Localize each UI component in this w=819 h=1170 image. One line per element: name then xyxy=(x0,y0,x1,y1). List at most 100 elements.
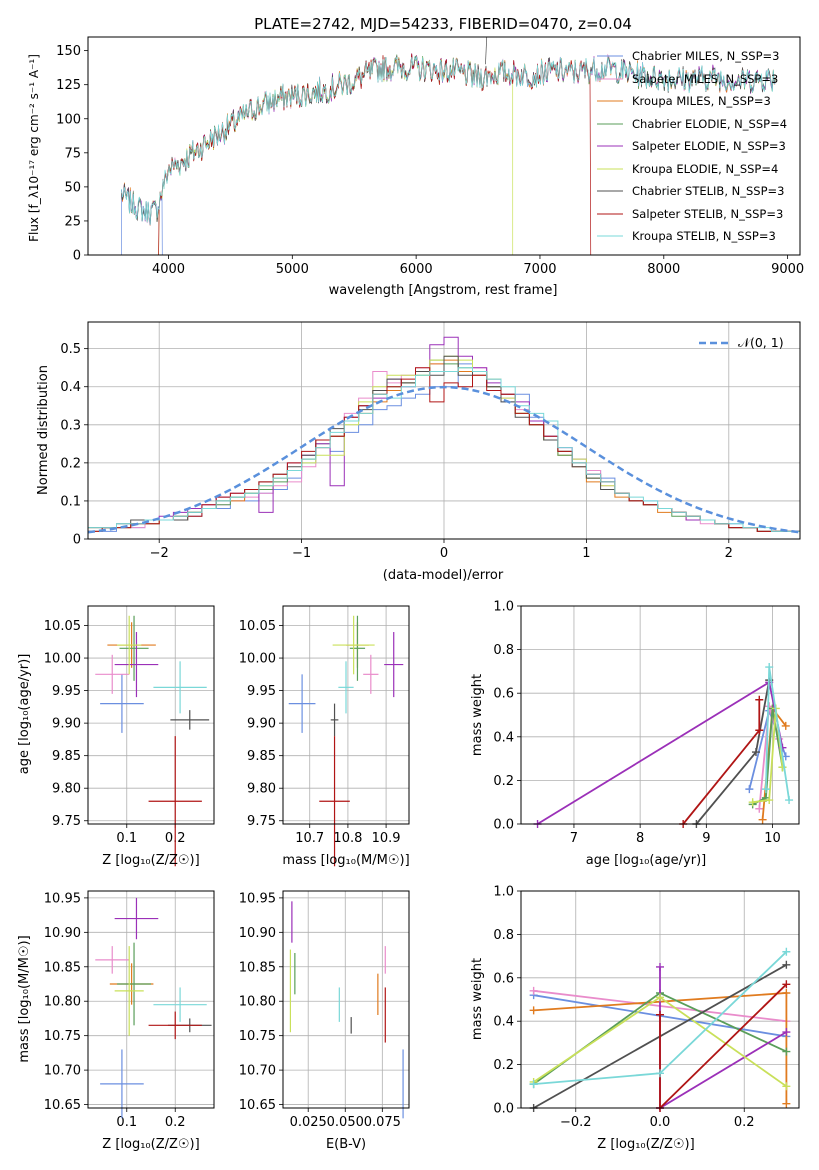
x-tick-label: 4000 xyxy=(152,262,185,277)
axes-frame xyxy=(282,605,410,825)
x-tick-label: 0.0 xyxy=(650,1115,671,1130)
mass-vs-ebv-panel: 0.025 0.050 0.075 10.65 10.70 10.75 10.80 10.85… xyxy=(239,890,410,1152)
y-tick-label: 9.90 xyxy=(247,717,276,732)
x-tick-label: 6000 xyxy=(400,262,433,277)
mass-weight-marker xyxy=(782,1082,791,1091)
y-tick-label: 10.05 xyxy=(239,619,276,634)
y-tick-label: 0.2 xyxy=(493,1058,514,1073)
mass-weight-marker xyxy=(529,1080,538,1089)
mass-vs-ebv-plot-area: 0.025 0.050 0.075 10.65 10.70 10.75 10.80 10.85… xyxy=(239,890,410,1130)
histogram-plot-area: −2 −1 0 1 2 0 0.1 0.2 0.3 0.4 0.5 xyxy=(60,321,801,561)
y-tick-label: 9.95 xyxy=(52,684,81,699)
mass-weight-marker xyxy=(529,1006,538,1015)
x-tick-label: 0.1 xyxy=(116,1115,137,1130)
age-vs-mass-panel: 10.7 10.8 10.9 9.75 9.80 9.85 9.90 9.95 10.00 10.… xyxy=(239,605,410,868)
mass-weight-vs-age-ylabel: mass weight xyxy=(470,674,485,756)
y-tick-label: 10.05 xyxy=(44,619,81,634)
axes-frame xyxy=(520,890,800,1109)
legend-entry: Kroupa STELIB, N_SSP=3 xyxy=(597,229,776,243)
legend-label: Kroupa STELIB, N_SSP=3 xyxy=(632,229,776,243)
y-tick-label: 50 xyxy=(64,180,81,195)
y-tick-label: 10.80 xyxy=(239,995,276,1010)
axes-frame xyxy=(87,36,801,256)
legend-label: Chabrier ELODIE, N_SSP=4 xyxy=(632,117,787,131)
mass-weight-marker xyxy=(782,988,791,997)
x-tick-label: 8000 xyxy=(647,262,680,277)
y-tick-label: 10.85 xyxy=(239,960,276,975)
y-tick-label: 10.95 xyxy=(239,891,276,906)
mass-weight-marker xyxy=(782,1099,791,1108)
mass-weight-line xyxy=(659,983,788,1111)
x-tick-label: −1 xyxy=(292,546,311,561)
mass-vs-metallicity-ylabel: mass [log₁₀(M/M☉)] xyxy=(17,935,32,1062)
x-tick-label: 0 xyxy=(440,546,448,561)
histogram-xlabel: (data-model)/error xyxy=(383,568,504,583)
mass-weight-vs-metallicity-panel: −0.2 0.0 0.2 0.0 0.2 0.4 0.6 0.8 1.0 Z [log₁₀(Z/… xyxy=(470,885,800,1152)
legend-label: Salpeter ELODIE, N_SSP=3 xyxy=(632,139,786,153)
histogram-ylabel: Normed distribution xyxy=(36,365,51,495)
mass-weight-marker xyxy=(656,1069,664,1078)
y-tick-label: 0.4 xyxy=(493,1015,514,1030)
spectrum-curves xyxy=(121,37,776,255)
y-tick-label: 0.3 xyxy=(60,418,81,433)
y-tick-label: 10.90 xyxy=(44,926,81,941)
y-tick-label: 0.6 xyxy=(493,687,514,702)
x-tick-label: 0.050 xyxy=(327,1115,364,1130)
legend-label: 𝒩(0, 1) xyxy=(738,335,784,350)
legend-label: Salpeter MILES, N_SSP=3 xyxy=(632,72,778,86)
y-tick-label: 0.5 xyxy=(60,342,81,357)
y-tick-label: 10.70 xyxy=(44,1064,81,1079)
y-tick-label: 0.0 xyxy=(493,818,514,833)
x-tick-label: 7000 xyxy=(523,262,556,277)
spectrum-panel: 4000 5000 6000 7000 8000 9000 0 25 50 75 100 125 150… xyxy=(27,36,804,298)
spectrum-line xyxy=(158,56,514,255)
x-tick-label: 10.9 xyxy=(372,831,401,846)
figure-title: PLATE=2742, MJD=54233, FIBERID=0470, z=0… xyxy=(254,15,632,33)
y-tick-label: 0.6 xyxy=(493,971,514,986)
axes-frame xyxy=(87,605,215,825)
mass-weight-marker xyxy=(758,815,767,824)
spectrum-xlabel: wavelength [Angstrom, rest frame] xyxy=(329,283,558,298)
y-tick-label: 10.65 xyxy=(239,1098,276,1113)
age-vs-mass-plot-area: 10.7 10.8 10.9 9.75 9.80 9.85 9.90 9.95 10.00 10.… xyxy=(239,605,410,867)
x-tick-label: −2 xyxy=(150,546,169,561)
y-tick-label: 100 xyxy=(56,112,81,127)
y-tick-label: 9.90 xyxy=(52,717,81,732)
mass-weight-marker xyxy=(765,663,774,672)
histogram-curves xyxy=(88,336,800,534)
age-vs-metallicity-xlabel: Z [log₁₀(Z/Z☉)] xyxy=(102,853,199,868)
legend-entry: Salpeter MILES, N_SSP=3 xyxy=(597,72,778,86)
y-tick-label: 10.75 xyxy=(44,1029,81,1044)
mass-weight-marker xyxy=(761,785,770,794)
x-tick-label: 10.7 xyxy=(295,831,324,846)
mass-weight-marker xyxy=(765,796,774,805)
mass-weight-marker xyxy=(751,748,760,757)
mass-vs-metallicity-panel: 0.1 0.2 10.65 10.70 10.75 10.80 10.85 10.90 10.9… xyxy=(17,890,215,1152)
mass-weight-marker xyxy=(785,796,794,805)
mass-weight-marker xyxy=(755,726,764,735)
y-tick-label: 9.95 xyxy=(247,684,276,699)
y-tick-label: 10.90 xyxy=(239,926,276,941)
y-tick-label: 9.80 xyxy=(247,782,276,797)
y-tick-label: 10.65 xyxy=(44,1098,81,1113)
x-tick-label: 7 xyxy=(570,831,578,846)
mass-weight-vs-metallicity-plot-area: −0.2 0.0 0.2 0.0 0.2 0.4 0.6 0.8 1.0 xyxy=(493,885,800,1130)
y-tick-label: 0.0 xyxy=(493,1102,514,1117)
mass-vs-metallicity-plot-area: 0.1 0.2 10.65 10.70 10.75 10.80 10.85 10.90 10.9… xyxy=(44,890,215,1130)
x-tick-label: −0.2 xyxy=(560,1115,592,1130)
legend-label: Salpeter STELIB, N_SSP=3 xyxy=(632,207,783,221)
legend-entry: Kroupa ELODIE, N_SSP=4 xyxy=(597,162,778,176)
spectrum-line xyxy=(121,56,776,226)
mass-weight-vs-age-plot-area: 7 8 9 10 0.0 0.2 0.4 0.6 0.8 1.0 xyxy=(493,600,800,846)
residual-histogram-panel: −2 −1 0 1 2 0 0.1 0.2 0.3 0.4 0.5 (data-model)/err… xyxy=(36,321,801,583)
mass-weight-vs-age-panel: 7 8 9 10 0.0 0.2 0.4 0.6 0.8 1.0 age [log₁₀(age/y… xyxy=(470,600,800,868)
y-tick-label: 1.0 xyxy=(493,600,514,615)
histogram-step xyxy=(88,367,800,532)
y-tick-label: 0.4 xyxy=(493,730,514,745)
age-vs-metallicity-ylabel: age [log₁₀(age/yr)] xyxy=(17,654,32,775)
y-tick-label: 0.1 xyxy=(60,494,81,509)
mass-weight-marker xyxy=(782,980,791,989)
mass-weight-marker xyxy=(781,721,790,730)
